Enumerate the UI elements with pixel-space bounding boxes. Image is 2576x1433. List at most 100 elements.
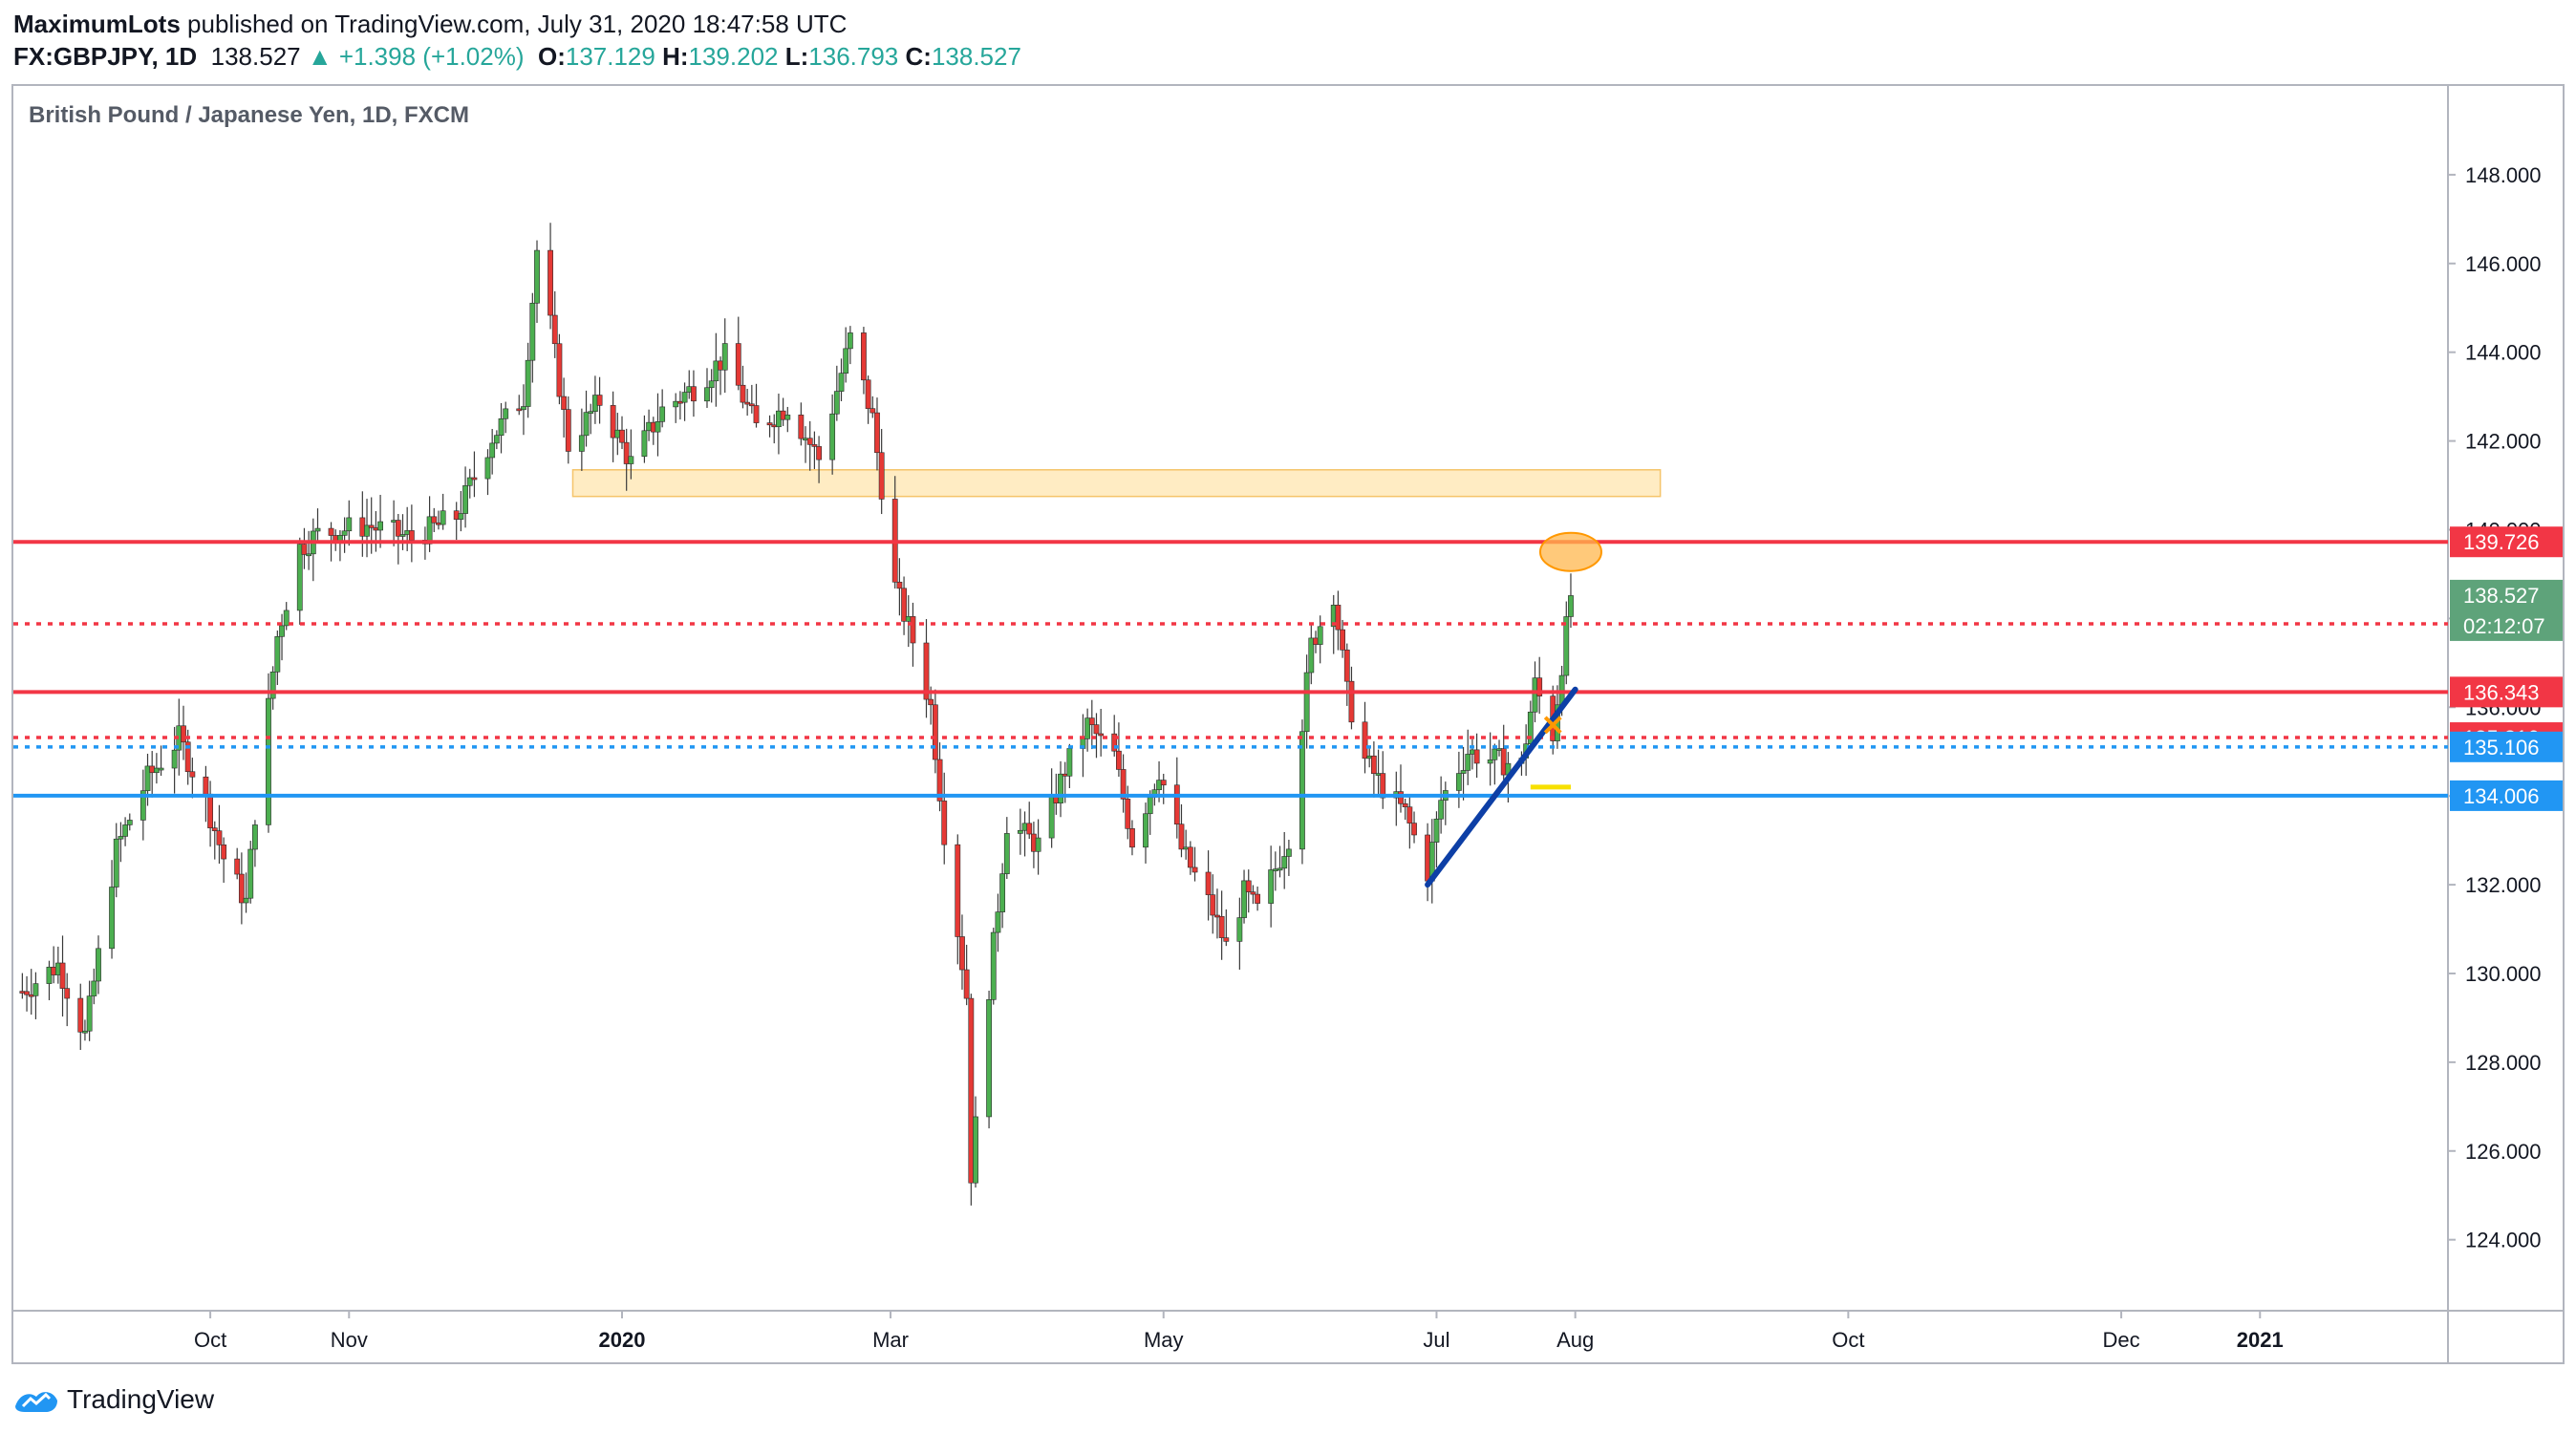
candle-body xyxy=(941,801,948,845)
candle-body xyxy=(498,417,504,436)
candle-body xyxy=(838,373,845,392)
symbol-label[interactable]: FX:GBPJPY, 1D xyxy=(13,42,198,71)
candle-body xyxy=(283,610,290,627)
candle-body xyxy=(623,441,630,464)
level-label-bg xyxy=(2450,731,2563,762)
candle-body xyxy=(1026,823,1033,835)
candle-body xyxy=(1245,880,1252,892)
candle-body xyxy=(1255,893,1261,904)
candle-body xyxy=(1205,871,1212,895)
candle-body xyxy=(641,430,648,458)
candle-body xyxy=(861,332,867,381)
candle-body xyxy=(1187,846,1193,868)
chart-title: British Pound / Japanese Yen, 1D, FXCM xyxy=(29,102,469,128)
candle-body xyxy=(833,391,840,415)
published-text: published on TradingView.com, July 31, 2… xyxy=(180,10,848,38)
y-tick-label: 128.000 xyxy=(2465,1051,2542,1075)
tradingview-brand[interactable]: TradingView xyxy=(67,1384,215,1414)
x-tick-label: Oct xyxy=(194,1328,226,1352)
candle-body xyxy=(341,530,348,536)
candle-body xyxy=(109,887,115,950)
candle-body xyxy=(691,386,697,402)
candle-body xyxy=(923,642,930,700)
candle-body xyxy=(59,962,66,989)
candle-body xyxy=(1160,780,1167,786)
candle-body xyxy=(91,980,97,996)
publisher-name[interactable]: MaximumLots xyxy=(13,10,181,38)
candle-body xyxy=(990,931,997,1000)
candle-body xyxy=(561,396,568,410)
candle-body xyxy=(144,765,151,791)
candle-body xyxy=(1003,833,1010,874)
candle-body xyxy=(1380,773,1386,799)
candle-body xyxy=(735,343,741,386)
candle-body xyxy=(578,435,585,452)
candle-body xyxy=(565,409,571,452)
candle-body xyxy=(279,625,285,637)
low-label: L: xyxy=(784,42,809,71)
candle-body xyxy=(525,359,531,407)
candle-body xyxy=(1084,717,1091,739)
x-tick-label: Oct xyxy=(1832,1328,1864,1352)
candle-body xyxy=(896,581,903,589)
candle-body xyxy=(1066,748,1073,777)
tradingview-logo-icon xyxy=(15,1392,57,1412)
candle-body xyxy=(995,911,1001,933)
candle-body xyxy=(113,838,119,888)
candle-body xyxy=(901,588,907,622)
candle-body xyxy=(440,510,446,525)
candle-body xyxy=(46,966,53,984)
candle-body xyxy=(1411,823,1417,836)
candle-body xyxy=(216,830,223,845)
candle-body xyxy=(306,553,312,557)
tradingview-footer: TradingView xyxy=(13,1383,214,1416)
candle-body xyxy=(1116,750,1122,770)
candle-body xyxy=(493,435,500,444)
candle-body xyxy=(252,824,258,850)
candle-body xyxy=(1348,680,1355,723)
candle-body xyxy=(1317,626,1323,645)
candle-body xyxy=(399,534,406,537)
change-value: +1.398 (+1.02%) xyxy=(338,42,525,71)
last-price-value: 138.527 xyxy=(210,42,301,71)
candle-body xyxy=(865,379,871,409)
candle-body xyxy=(655,421,661,433)
x-tick-label: Aug xyxy=(1556,1328,1594,1352)
last-price-badge xyxy=(2450,579,2563,641)
y-tick-label: 124.000 xyxy=(2465,1229,2542,1252)
candle-body xyxy=(1299,731,1305,850)
candle-body xyxy=(158,767,164,771)
candle-body xyxy=(936,759,943,802)
candle-body xyxy=(484,457,491,480)
candle-body xyxy=(973,1116,978,1184)
candle-body xyxy=(748,403,755,407)
candle-body xyxy=(955,844,961,937)
candle-body xyxy=(426,516,433,545)
candle-body xyxy=(328,527,334,536)
x-tick-label: 2020 xyxy=(599,1328,646,1352)
candle-body xyxy=(184,741,191,773)
candle-body xyxy=(266,697,271,825)
candle-body xyxy=(928,698,934,706)
candle-body xyxy=(551,314,558,345)
candle-body xyxy=(721,343,728,371)
x-tick-label: May xyxy=(1144,1328,1184,1352)
y-tick-label: 132.000 xyxy=(2465,873,2542,897)
candle-body xyxy=(301,544,308,555)
candle-body xyxy=(547,249,553,316)
candle-body xyxy=(681,392,688,403)
candle-body xyxy=(122,824,128,837)
orange-cross-mark xyxy=(1543,716,1562,735)
candle-body xyxy=(753,405,760,423)
candle-body xyxy=(1343,650,1350,682)
level-label: 135.106 xyxy=(2463,736,2540,759)
candle-body xyxy=(462,484,468,514)
candle-body xyxy=(798,415,805,439)
candle-body xyxy=(1285,848,1292,857)
x-tick-label: Nov xyxy=(331,1328,368,1352)
candle-body xyxy=(529,302,536,361)
candle-body xyxy=(64,988,71,999)
candle-body xyxy=(1433,818,1440,843)
x-tick-label: Dec xyxy=(2103,1328,2140,1352)
